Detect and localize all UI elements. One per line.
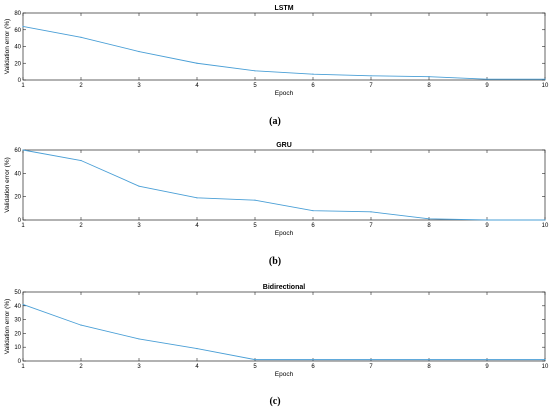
data-point — [22, 25, 24, 27]
y-tick-label: 20 — [14, 331, 21, 337]
data-point — [138, 185, 140, 187]
y-axis-label: Validation error (%) — [4, 299, 11, 355]
figure-caption: (b) — [269, 256, 281, 267]
data-point — [544, 78, 546, 80]
data-point — [22, 303, 24, 306]
data-point — [196, 197, 198, 199]
data-point — [428, 359, 430, 361]
data-point — [370, 75, 372, 77]
y-tick-label: 50 — [14, 290, 21, 296]
x-tick-label: 5 — [253, 83, 257, 89]
x-tick-label: 3 — [137, 223, 141, 229]
y-tick-label: 20 — [14, 61, 21, 67]
data-point — [254, 70, 256, 72]
y-tick-label: 40 — [14, 45, 21, 51]
figure-caption: (c) — [269, 396, 280, 407]
data-point — [486, 219, 488, 221]
x-tick-label: 4 — [195, 223, 199, 229]
data-point — [312, 73, 314, 75]
data-point — [80, 36, 82, 38]
chart-panel-3: Bidirectional 1 2 3 4 5 6 7 8 9 10 0 10 20 30 40 50 Epoch… — [4, 284, 549, 407]
plot-frame — [22, 149, 546, 221]
y-tick-label: 20 — [14, 195, 21, 201]
data-point — [486, 359, 488, 361]
x-tick-label: 3 — [137, 83, 141, 89]
data-point — [22, 149, 24, 151]
x-tick-label: 4 — [195, 83, 199, 89]
x-tick-label: 6 — [311, 83, 315, 89]
x-tick-label: 1 — [21, 223, 25, 229]
series-line-1 — [22, 303, 545, 361]
x-tick-label: 6 — [311, 364, 315, 370]
x-tick-label: 9 — [485, 223, 489, 229]
series-line-1 — [22, 25, 545, 80]
y-axis-label: Validation error (%) — [4, 19, 11, 75]
x-tick-label: 8 — [427, 223, 431, 229]
data-point — [196, 62, 198, 64]
y-tick-label: 80 — [14, 11, 21, 17]
data-point — [428, 218, 430, 220]
x-tick-label: 10 — [542, 83, 549, 89]
data-point — [138, 338, 140, 340]
x-tick-label: 8 — [427, 83, 431, 89]
figure-caption: (a) — [269, 116, 281, 127]
y-tick-label: 40 — [14, 171, 21, 177]
y-tick-label: 0 — [18, 78, 22, 84]
data-point — [80, 159, 82, 162]
x-tick-label: 7 — [369, 364, 373, 370]
x-axis-label: Epoch — [275, 371, 294, 378]
x-tick-label: 7 — [369, 83, 373, 89]
x-tick-label: 1 — [21, 83, 25, 89]
y-tick-label: 0 — [18, 218, 22, 224]
x-tick-label: 5 — [253, 223, 257, 229]
x-tick-label: 10 — [542, 223, 549, 229]
data-point — [544, 359, 546, 361]
data-point — [544, 219, 546, 221]
x-tick-label: 2 — [79, 364, 83, 370]
data-point — [254, 359, 256, 361]
data-point — [370, 211, 372, 213]
x-tick-label: 9 — [485, 364, 489, 370]
chart-title: GRU — [276, 142, 292, 149]
x-tick-label: 2 — [79, 223, 83, 229]
chart-panel-2: GRU 1 2 3 4 5 6 7 8 9 10 0 20 40 60 Epoch Validation err… — [4, 142, 549, 267]
data-point — [254, 199, 256, 201]
y-tick-label: 30 — [14, 318, 21, 324]
data-point — [312, 210, 314, 212]
x-tick-label: 10 — [542, 364, 549, 370]
x-tick-label: 5 — [253, 364, 257, 370]
x-tick-label: 3 — [137, 364, 141, 370]
y-tick-label: 0 — [18, 359, 22, 365]
y-tick-label: 60 — [14, 148, 21, 154]
chart-title: Bidirectional — [263, 284, 305, 291]
data-point — [138, 50, 140, 53]
data-point — [486, 78, 488, 80]
x-tick-label: 2 — [79, 83, 83, 89]
data-point — [370, 359, 372, 361]
data-point — [196, 347, 198, 350]
y-tick-label: 40 — [14, 304, 21, 310]
x-axis-label: Epoch — [275, 90, 294, 97]
data-point — [80, 324, 82, 326]
data-point — [428, 76, 430, 78]
y-axis-label: Validation error (%) — [4, 157, 11, 213]
series-line-1 — [22, 149, 545, 221]
x-tick-label: 9 — [485, 83, 489, 89]
plot-frame — [22, 12, 546, 81]
plot-frame — [22, 291, 546, 362]
x-tick-label: 1 — [21, 364, 25, 370]
data-point — [312, 359, 314, 361]
x-tick-label: 8 — [427, 364, 431, 370]
y-tick-label: 60 — [14, 28, 21, 34]
x-tick-label: 7 — [369, 223, 373, 229]
y-tick-label: 10 — [14, 345, 21, 351]
x-tick-label: 6 — [311, 223, 315, 229]
chart-panel-1: LSTM 1 2 3 4 5 6 7 8 9 10 0 20 40 60 80 Epoch Validation … — [4, 5, 549, 127]
x-axis-label: Epoch — [275, 230, 294, 237]
chart-title: LSTM — [274, 5, 293, 12]
x-tick-label: 4 — [195, 364, 199, 370]
